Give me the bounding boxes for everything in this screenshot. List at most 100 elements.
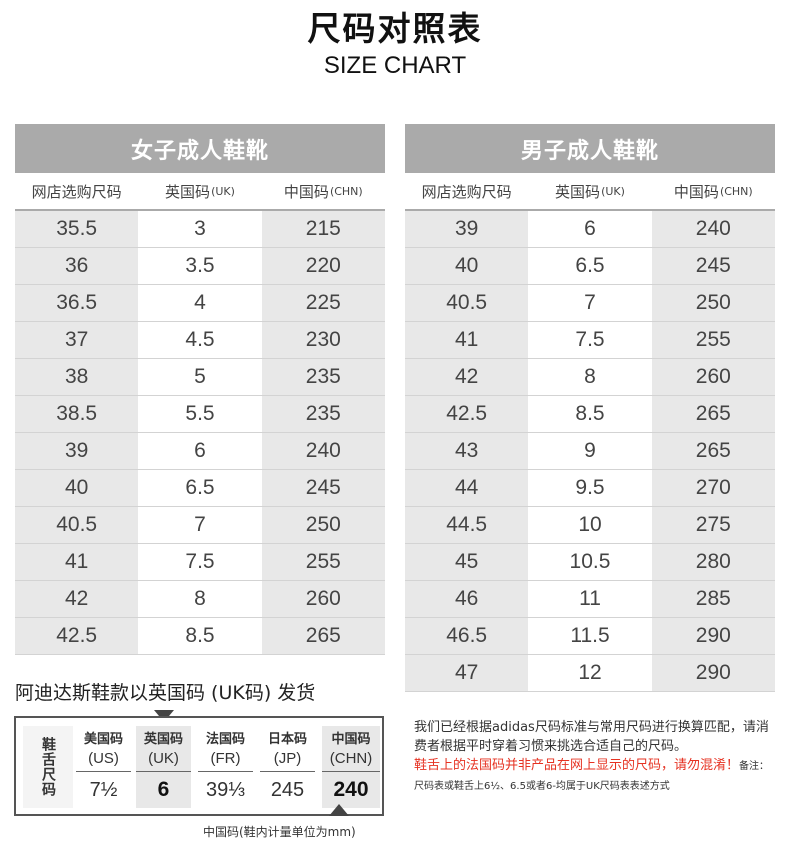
women-size-table: 女子成人鞋靴 网店选购尺码 英国码 (UK) 中国码 (CHN) 35.5 3 215 3… xyxy=(15,124,385,655)
warning-text: 鞋舌上的法国码并非产品在网上显示的尺码，请勿混淆！ xyxy=(414,758,740,773)
label-col-value: 7½ xyxy=(89,778,118,801)
store-size-cell: 38.5 xyxy=(15,396,139,432)
uk-size-cell: 11 xyxy=(579,587,601,610)
store-size-cell: 39 xyxy=(405,211,529,247)
chn-size-cell: 260 xyxy=(651,359,775,395)
uk-size-cell: 6 xyxy=(584,217,596,240)
store-size-cell: 42.5 xyxy=(15,618,139,654)
chn-size-cell: 285 xyxy=(651,581,775,617)
table-row: 40.5 7 250 xyxy=(15,507,385,544)
store-size-cell: 41 xyxy=(405,322,529,358)
uk-size-cell: 6.5 xyxy=(575,254,605,277)
chn-size-cell: 235 xyxy=(261,396,385,432)
uk-size-cell: 8 xyxy=(194,587,206,610)
uk-size-cell: 9.5 xyxy=(575,476,605,499)
table-row: 42 8 260 xyxy=(405,359,775,396)
table-row: 42.5 8.5 265 xyxy=(15,618,385,655)
uk-size-cell: 10 xyxy=(578,513,602,536)
table-row: 41 7.5 255 xyxy=(405,322,775,359)
store-size-cell: 36 xyxy=(15,248,139,284)
chn-size-cell: 235 xyxy=(261,359,385,395)
table-row: 39 6 240 xyxy=(405,211,775,248)
chn-size-cell: 230 xyxy=(261,322,385,358)
uk-size-cell: 7 xyxy=(584,291,596,314)
table-row: 40.5 7 250 xyxy=(405,285,775,322)
label-col-code: (FR) xyxy=(210,749,241,767)
men-column-headers: 网店选购尺码 英国码 (UK) 中国码 (CHN) xyxy=(405,173,775,211)
uk-size-cell: 10.5 xyxy=(569,550,611,573)
table-row: 35.5 3 215 xyxy=(15,211,385,248)
tongue-label-title: 鞋舌尺码 xyxy=(40,737,56,797)
women-table-title: 女子成人鞋靴 xyxy=(15,124,385,173)
label-col-name: 中国码 xyxy=(331,731,371,747)
chn-unit-note: 中国码(鞋内计量单位为mm) xyxy=(203,825,356,839)
store-size-cell: 36.5 xyxy=(15,285,139,321)
store-size-cell: 40.5 xyxy=(405,285,529,321)
table-row: 44 9.5 270 xyxy=(405,470,775,507)
table-row: 36.5 4 225 xyxy=(15,285,385,322)
table-row: 38 5 235 xyxy=(15,359,385,396)
table-row: 40 6.5 245 xyxy=(15,470,385,507)
store-size-header: 网店选购尺码 xyxy=(421,182,512,201)
uk-size-cell: 5 xyxy=(194,365,206,388)
table-row: 41 7.5 255 xyxy=(15,544,385,581)
uk-size-cell: 5.5 xyxy=(185,402,215,425)
store-size-cell: 38 xyxy=(15,359,139,395)
table-row: 36 3.5 220 xyxy=(15,248,385,285)
store-size-cell: 40 xyxy=(405,248,529,284)
label-col-name: 日本码 xyxy=(267,731,307,747)
table-row: 46.5 11.5 290 xyxy=(405,618,775,655)
note-text: 尺码表或鞋舌上6½、6.5或者6-均属于UK尺码表表述方式 xyxy=(414,781,670,792)
men-size-table: 男子成人鞋靴 网店选购尺码 英国码 (UK) 中国码 (CHN) 39 6 240 40 6… xyxy=(405,124,775,692)
tongue-label-side: 鞋舌尺码 xyxy=(23,726,73,808)
note-prefix: 备注： xyxy=(739,761,770,772)
chn-size-cell: 290 xyxy=(651,618,775,654)
chn-size-cell: 240 xyxy=(651,211,775,247)
label-col-name: 英国码 xyxy=(143,731,183,747)
chn-size-cell: 225 xyxy=(261,285,385,321)
label-col-value: 39⅓ xyxy=(206,778,245,801)
chn-size-cell: 255 xyxy=(261,544,385,580)
store-size-cell: 42 xyxy=(15,581,139,617)
uk-size-header: 英国码 (UK) xyxy=(555,182,625,201)
chn-size-cell: 220 xyxy=(261,248,385,284)
uk-size-cell: 12 xyxy=(578,661,602,684)
shipping-note: 阿迪达斯鞋款以英国码 (UK码) 发货 xyxy=(15,682,316,704)
uk-size-cell: 9 xyxy=(584,439,596,462)
store-size-cell: 43 xyxy=(405,433,529,469)
label-col-value: 240 xyxy=(333,778,369,801)
label-col-fr: 法国码 (FR) 39⅓ xyxy=(198,726,253,808)
table-row: 37 4.5 230 xyxy=(15,322,385,359)
chn-size-cell: 245 xyxy=(261,470,385,506)
women-table-body: 35.5 3 215 36 3.5 220 36.5 4 225 37 4.5 230 38 5 235 38… xyxy=(15,211,385,655)
label-col-code: (US) xyxy=(88,749,119,767)
store-size-cell: 44 xyxy=(405,470,529,506)
label-col-value: 6 xyxy=(157,778,170,801)
table-row: 46 11 285 xyxy=(405,581,775,618)
store-size-header: 网店选购尺码 xyxy=(31,182,122,201)
page-title: 尺码对照表 xyxy=(307,9,483,48)
label-col-name: 美国码 xyxy=(83,731,123,747)
uk-size-cell: 6.5 xyxy=(185,476,215,499)
uk-size-cell: 4 xyxy=(194,291,206,314)
chn-size-header: 中国码 (CHN) xyxy=(283,182,363,201)
store-size-cell: 40.5 xyxy=(15,507,139,543)
table-row: 40 6.5 245 xyxy=(405,248,775,285)
table-row: 39 6 240 xyxy=(15,433,385,470)
chn-size-cell: 260 xyxy=(261,581,385,617)
label-col-code: (UK) xyxy=(148,749,179,767)
table-row: 42.5 8.5 265 xyxy=(405,396,775,433)
table-row: 47 12 290 xyxy=(405,655,775,692)
chn-size-cell: 250 xyxy=(651,285,775,321)
size-info-text: 我们已经根据adidas尺码标准与常用尺码进行换算匹配，请消费者根据平时穿着习惯… xyxy=(414,718,774,796)
label-col-uk: 英国码 (UK) 6 xyxy=(136,726,191,808)
store-size-cell: 46.5 xyxy=(405,618,529,654)
label-col-jp: 日本码 (JP) 245 xyxy=(260,726,315,808)
store-size-cell: 47 xyxy=(405,655,529,691)
men-table-title: 男子成人鞋靴 xyxy=(405,124,775,173)
table-row: 42 8 260 xyxy=(15,581,385,618)
uk-size-cell: 11.5 xyxy=(570,624,610,647)
chn-size-cell: 255 xyxy=(651,322,775,358)
chn-size-cell: 265 xyxy=(651,433,775,469)
store-size-cell: 45 xyxy=(405,544,529,580)
